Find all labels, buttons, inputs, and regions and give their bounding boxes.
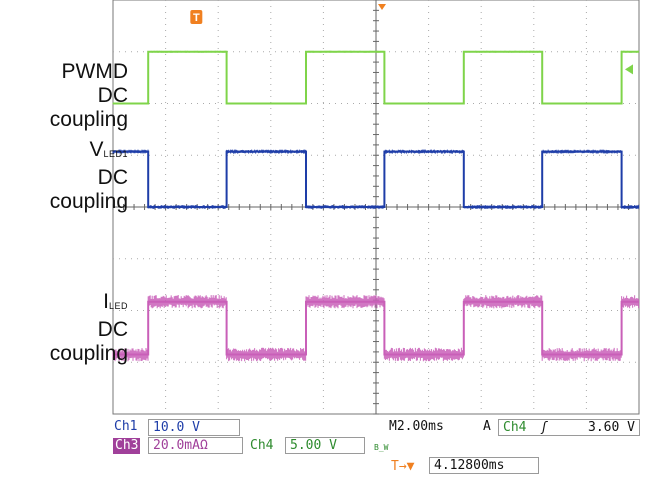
timebase-value: M2.00ms (389, 419, 444, 434)
trace-i-led (112, 295, 640, 362)
bandwidth-limit-mark: B_W (374, 443, 389, 452)
ch4-scale: 5.00 V (285, 437, 365, 454)
vled-name: V (89, 138, 104, 161)
timebase: M2.00ms (389, 419, 444, 435)
ch1-scale: 10.0 V (148, 419, 240, 436)
trace-line (113, 150, 639, 208)
trigger-offset-icon: T→▼ (391, 459, 415, 474)
ch3-scale: 20.0mAΩ (148, 437, 243, 454)
trace-v-led1 (112, 149, 640, 210)
vled-coupling: DC (97, 166, 128, 189)
trigger-marker (190, 10, 203, 24)
trigger-marker-label: T (193, 12, 200, 24)
vled-coupling-word: coupling (49, 190, 128, 213)
pwmd-name: PWMD (61, 60, 129, 83)
trace-line (113, 300, 639, 356)
vled-sub: LED1 (103, 149, 128, 159)
trigger-slope: ʃ (540, 420, 549, 435)
ch3-label: Ch3 (113, 438, 141, 454)
trace-pwmd (112, 50, 640, 105)
trigger-mode: A (483, 419, 491, 434)
markers: T (190, 4, 633, 75)
pwmd-coupling: DC (97, 84, 128, 107)
iled-coupling-word: coupling (49, 342, 128, 365)
traces (112, 50, 640, 362)
pwmd-coupling-word: coupling (49, 108, 128, 131)
trigger-offset-value: 4.12800ms (429, 457, 539, 474)
ch1-label: Ch1 (114, 419, 138, 434)
vled-label: VLED1 DC coupling (50, 138, 128, 214)
trigger-readout: Ch4 ʃ 3.60 V (498, 419, 640, 436)
trigger-level-marker (625, 64, 633, 75)
iled-label: ILED DC coupling (50, 290, 128, 366)
pwmd-label: PWMD DC coupling (50, 60, 128, 132)
trigger-level: 3.60 V (588, 420, 635, 435)
trigger-source: Ch4 (503, 420, 527, 435)
iled-sub: LED (108, 301, 128, 311)
trace-line (113, 50, 639, 105)
iled-name: I (103, 290, 109, 313)
ch4-label: Ch4 (250, 438, 274, 453)
iled-coupling: DC (97, 318, 128, 341)
position-marker (378, 4, 386, 10)
